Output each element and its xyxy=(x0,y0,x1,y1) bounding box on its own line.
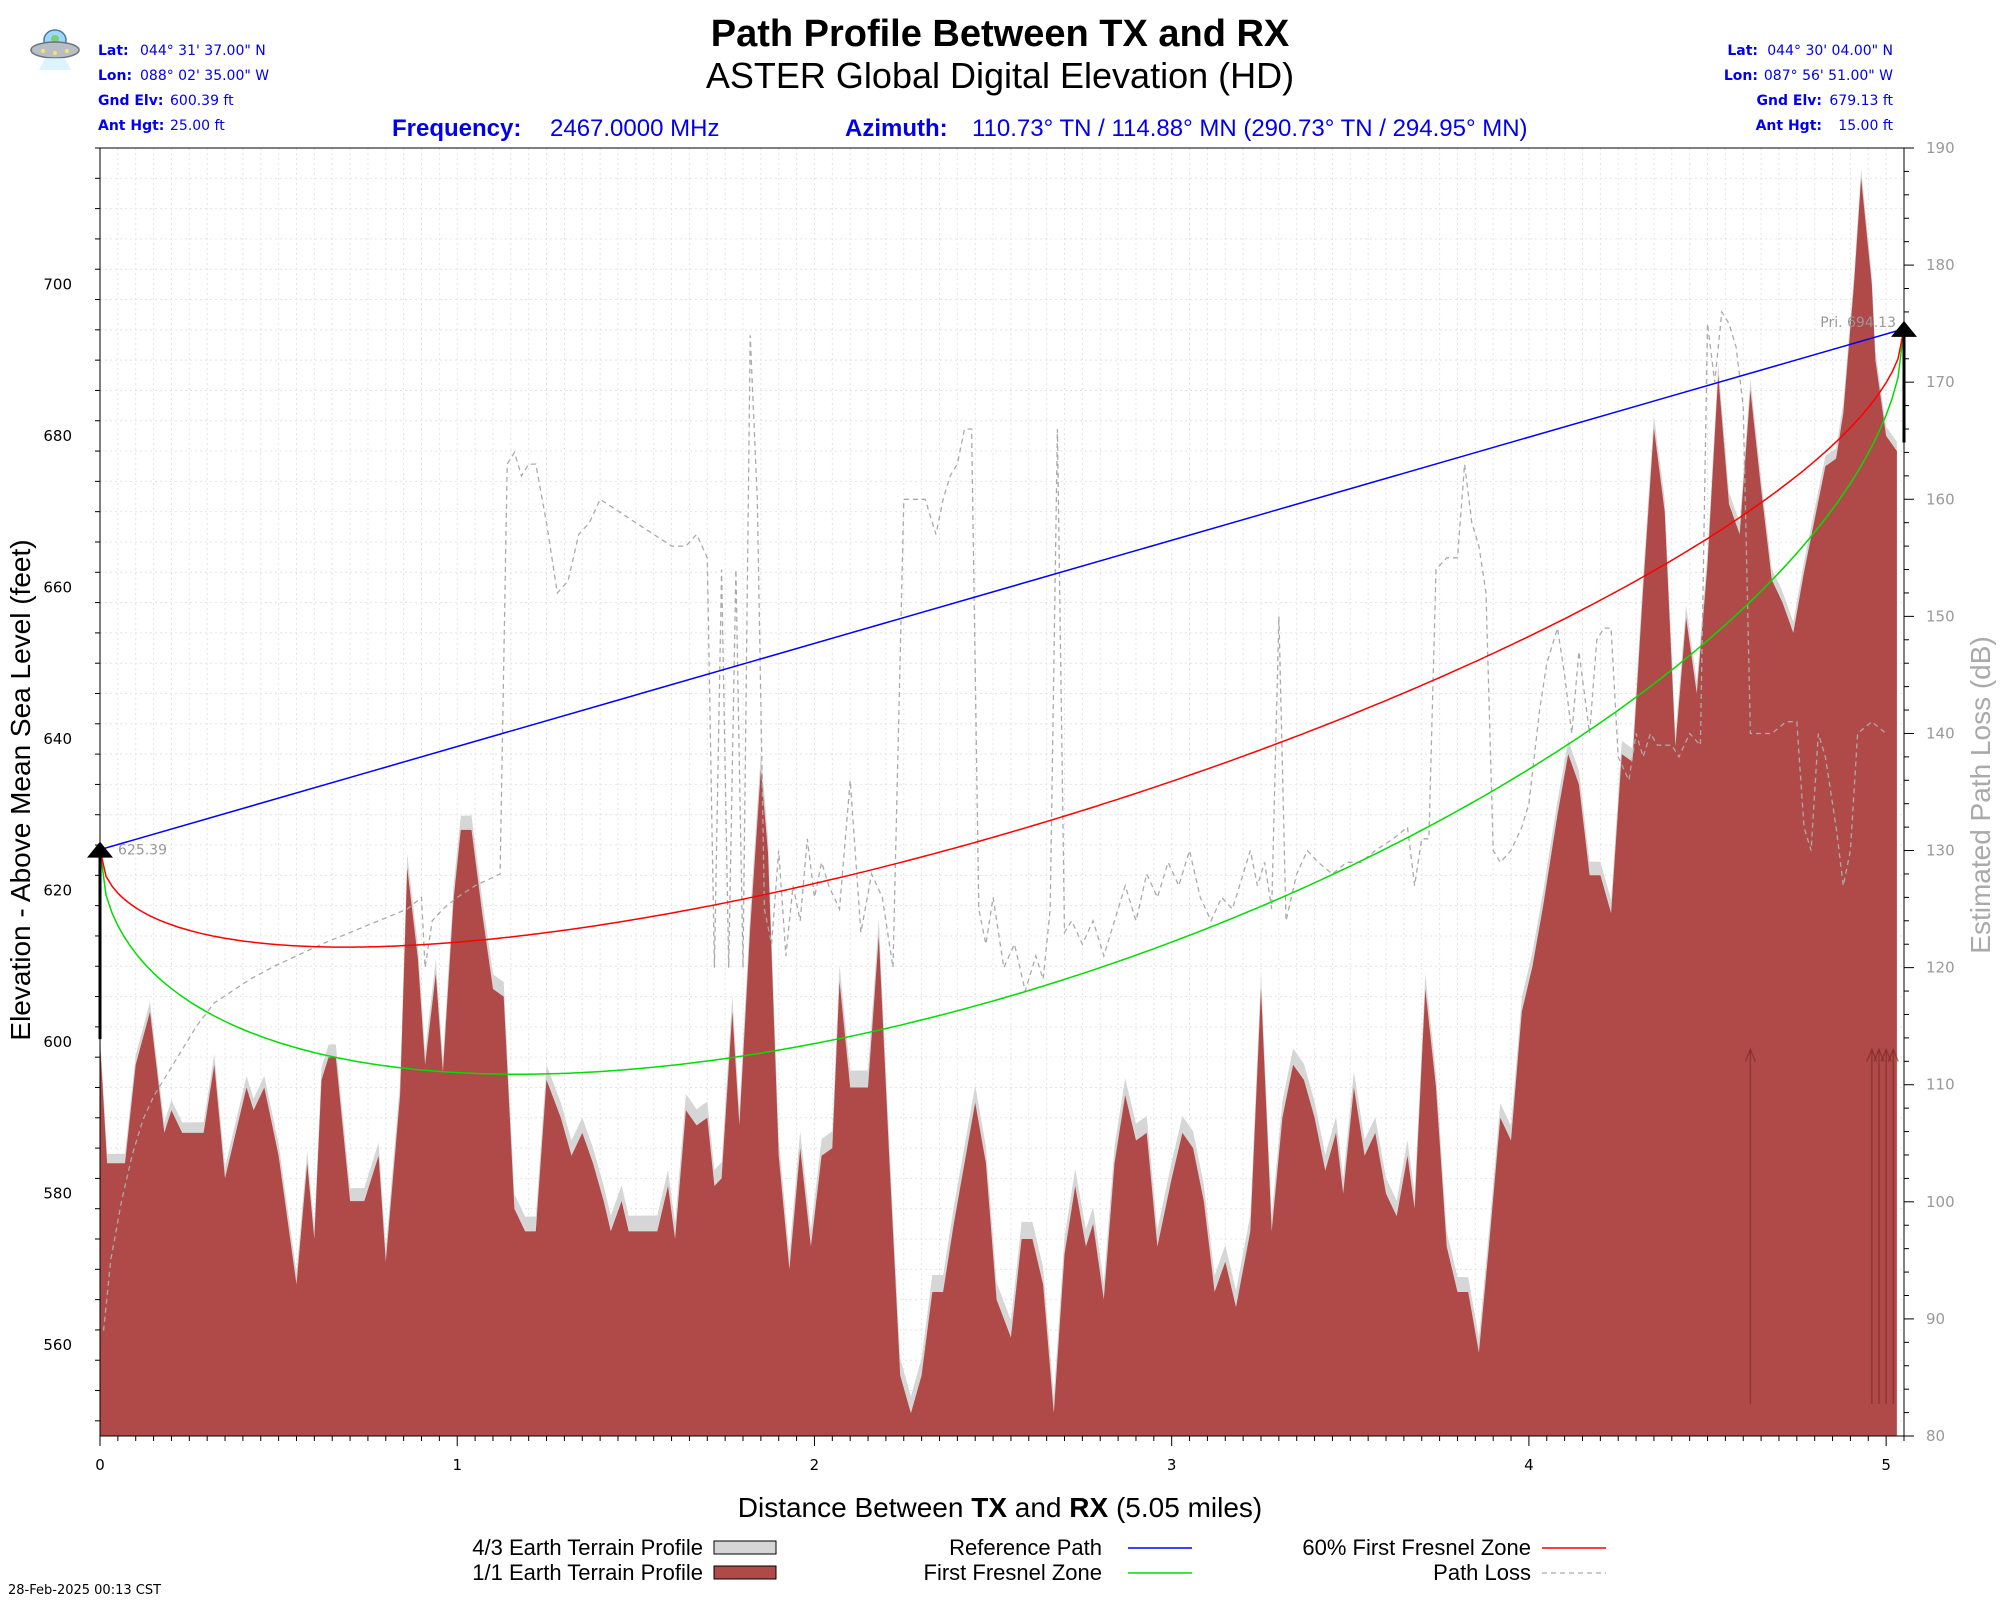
x-tick-label: 1 xyxy=(452,1456,462,1474)
x-axis-label-suffix: (5.05 miles) xyxy=(1108,1492,1262,1523)
chart-title: Path Profile Between TX and RX xyxy=(711,13,1290,55)
y-axis-label: Elevation - Above Mean Sea Level (feet) xyxy=(5,539,36,1040)
y2-tick-label: 100 xyxy=(1926,1193,1955,1211)
x-tick-label: 5 xyxy=(1881,1456,1891,1474)
x-tick-label: 2 xyxy=(810,1456,820,1474)
x-tick-label: 0 xyxy=(95,1456,105,1474)
y2-tick-label: 90 xyxy=(1926,1310,1945,1328)
x-axis-label-prefix: Distance Between xyxy=(738,1492,971,1523)
tx-lat-label: Lat: xyxy=(98,43,129,59)
y-tick-label: 660 xyxy=(43,578,72,596)
obstruction-marker-head xyxy=(1887,1047,1899,1062)
y-tick-label: 700 xyxy=(43,275,72,293)
antennas xyxy=(87,320,1917,1040)
y2-tick-label: 150 xyxy=(1926,607,1955,625)
y2-axis-label: Estimated Path Loss (dB) xyxy=(1965,636,1996,953)
rx-lat: 044° 30' 04.00" N xyxy=(1767,43,1893,59)
rx-elv-label: Gnd Elv: xyxy=(1757,93,1822,109)
y2-tick-label: 110 xyxy=(1926,1076,1955,1094)
y2-tick-label: 180 xyxy=(1926,256,1955,274)
axes: 0 1 2 3 4 5 560 580 600 620 640 660 680 700 80 90 100 110… xyxy=(43,139,1954,1474)
path-loss-line xyxy=(102,309,1887,1331)
legend-terrain-1-1-swatch xyxy=(713,1565,777,1580)
y-tick-label: 580 xyxy=(43,1185,72,1203)
rx-elevation-label: Pri. 694.13 xyxy=(1820,315,1896,331)
y-tick-label: 600 xyxy=(43,1033,72,1051)
y-tick-label: 560 xyxy=(43,1336,72,1354)
chart-subtitle: ASTER Global Digital Elevation (HD) xyxy=(706,55,1294,96)
x-axis-label-rx: RX xyxy=(1069,1492,1108,1523)
terrain-1-1-area xyxy=(100,178,1897,1436)
tx-lat: 044° 31' 37.00" N xyxy=(140,43,266,59)
azimuth-readout: Azimuth: 110.73° TN / 114.88° MN (290.73… xyxy=(845,115,1528,142)
rx-lon: 087° 56' 51.00" W xyxy=(1764,68,1893,84)
y2-tick-label: 190 xyxy=(1926,139,1955,157)
rx-lat-label: Lat: xyxy=(1727,43,1758,59)
rx-ant-label: Ant Hgt: xyxy=(1756,118,1822,134)
y2-tick-label: 130 xyxy=(1926,842,1955,860)
azimuth-value: 110.73° TN / 114.88° MN (290.73° TN / 29… xyxy=(972,115,1528,142)
tx-lon: 088° 02' 35.00" W xyxy=(140,68,269,84)
reference-path-line xyxy=(100,328,1904,851)
tx-elv: 600.39 ft xyxy=(170,93,234,109)
obstruction-markers xyxy=(1744,1047,1899,1404)
legend-terrain-1-1: 1/1 Earth Terrain Profile xyxy=(472,1560,703,1585)
rx-antenna-arrow xyxy=(1891,320,1917,337)
y-tick-label: 680 xyxy=(43,427,72,445)
x-tick-label: 3 xyxy=(1167,1456,1177,1474)
first-fresnel-zone-line xyxy=(100,328,1904,1075)
frequency-readout: Frequency: 2467.0000 MHz xyxy=(392,115,719,142)
timestamp: 28-Feb-2025 00:13 CST xyxy=(8,1583,161,1598)
legend: 4/3 Earth Terrain Profile 1/1 Earth Terr… xyxy=(472,1535,1606,1585)
legend-terrain-4-3-swatch xyxy=(713,1540,777,1555)
tx-antenna-arrow xyxy=(87,841,113,858)
legend-first-fresnel: First Fresnel Zone xyxy=(924,1560,1103,1585)
x-tick-label: 4 xyxy=(1524,1456,1534,1474)
legend-terrain-4-3: 4/3 Earth Terrain Profile xyxy=(472,1535,703,1560)
y2-tick-label: 140 xyxy=(1926,724,1955,742)
tx-elevation-label: 625.39 xyxy=(118,843,167,859)
tx-lon-label: Lon: xyxy=(98,68,132,84)
x-axis-label-tx: TX xyxy=(971,1492,1007,1523)
frequency-label: Frequency: xyxy=(392,115,521,142)
tx-elv-label: Gnd Elv: xyxy=(98,93,163,109)
legend-path-loss: Path Loss xyxy=(1433,1560,1531,1585)
rx-elv: 679.13 ft xyxy=(1829,93,1893,109)
x-axis-label-and: and xyxy=(1007,1492,1069,1523)
frequency-value: 2467.0000 MHz xyxy=(550,115,719,142)
y2-tick-label: 120 xyxy=(1926,959,1955,977)
obstruction-marker-head xyxy=(1744,1047,1757,1062)
ufo-icon xyxy=(30,29,80,70)
rx-lon-label: Lon: xyxy=(1724,68,1758,84)
x-axis-label: Distance Between TX and RX (5.05 miles) xyxy=(738,1492,1262,1523)
azimuth-label: Azimuth: xyxy=(845,115,948,142)
rx-info: Lat: 044° 30' 04.00" N Lon: 087° 56' 51.… xyxy=(1724,43,1894,134)
tx-info: Lat: 044° 31' 37.00" N Lon: 088° 02' 35.… xyxy=(98,43,269,134)
tx-ant-label: Ant Hgt: xyxy=(98,118,164,134)
y2-tick-label: 170 xyxy=(1926,373,1955,391)
y2-tick-label: 160 xyxy=(1926,490,1955,508)
y-tick-label: 620 xyxy=(43,881,72,899)
legend-fresnel-60: 60% First Fresnel Zone xyxy=(1302,1535,1531,1560)
fresnel-60-line xyxy=(100,328,1904,948)
y2-tick-label: 80 xyxy=(1926,1427,1945,1445)
legend-reference-path: Reference Path xyxy=(949,1535,1102,1560)
tx-ant: 25.00 ft xyxy=(170,118,225,134)
y-tick-label: 640 xyxy=(43,730,72,748)
rx-ant: 15.00 ft xyxy=(1838,118,1893,134)
plot-frame xyxy=(99,147,1905,1437)
